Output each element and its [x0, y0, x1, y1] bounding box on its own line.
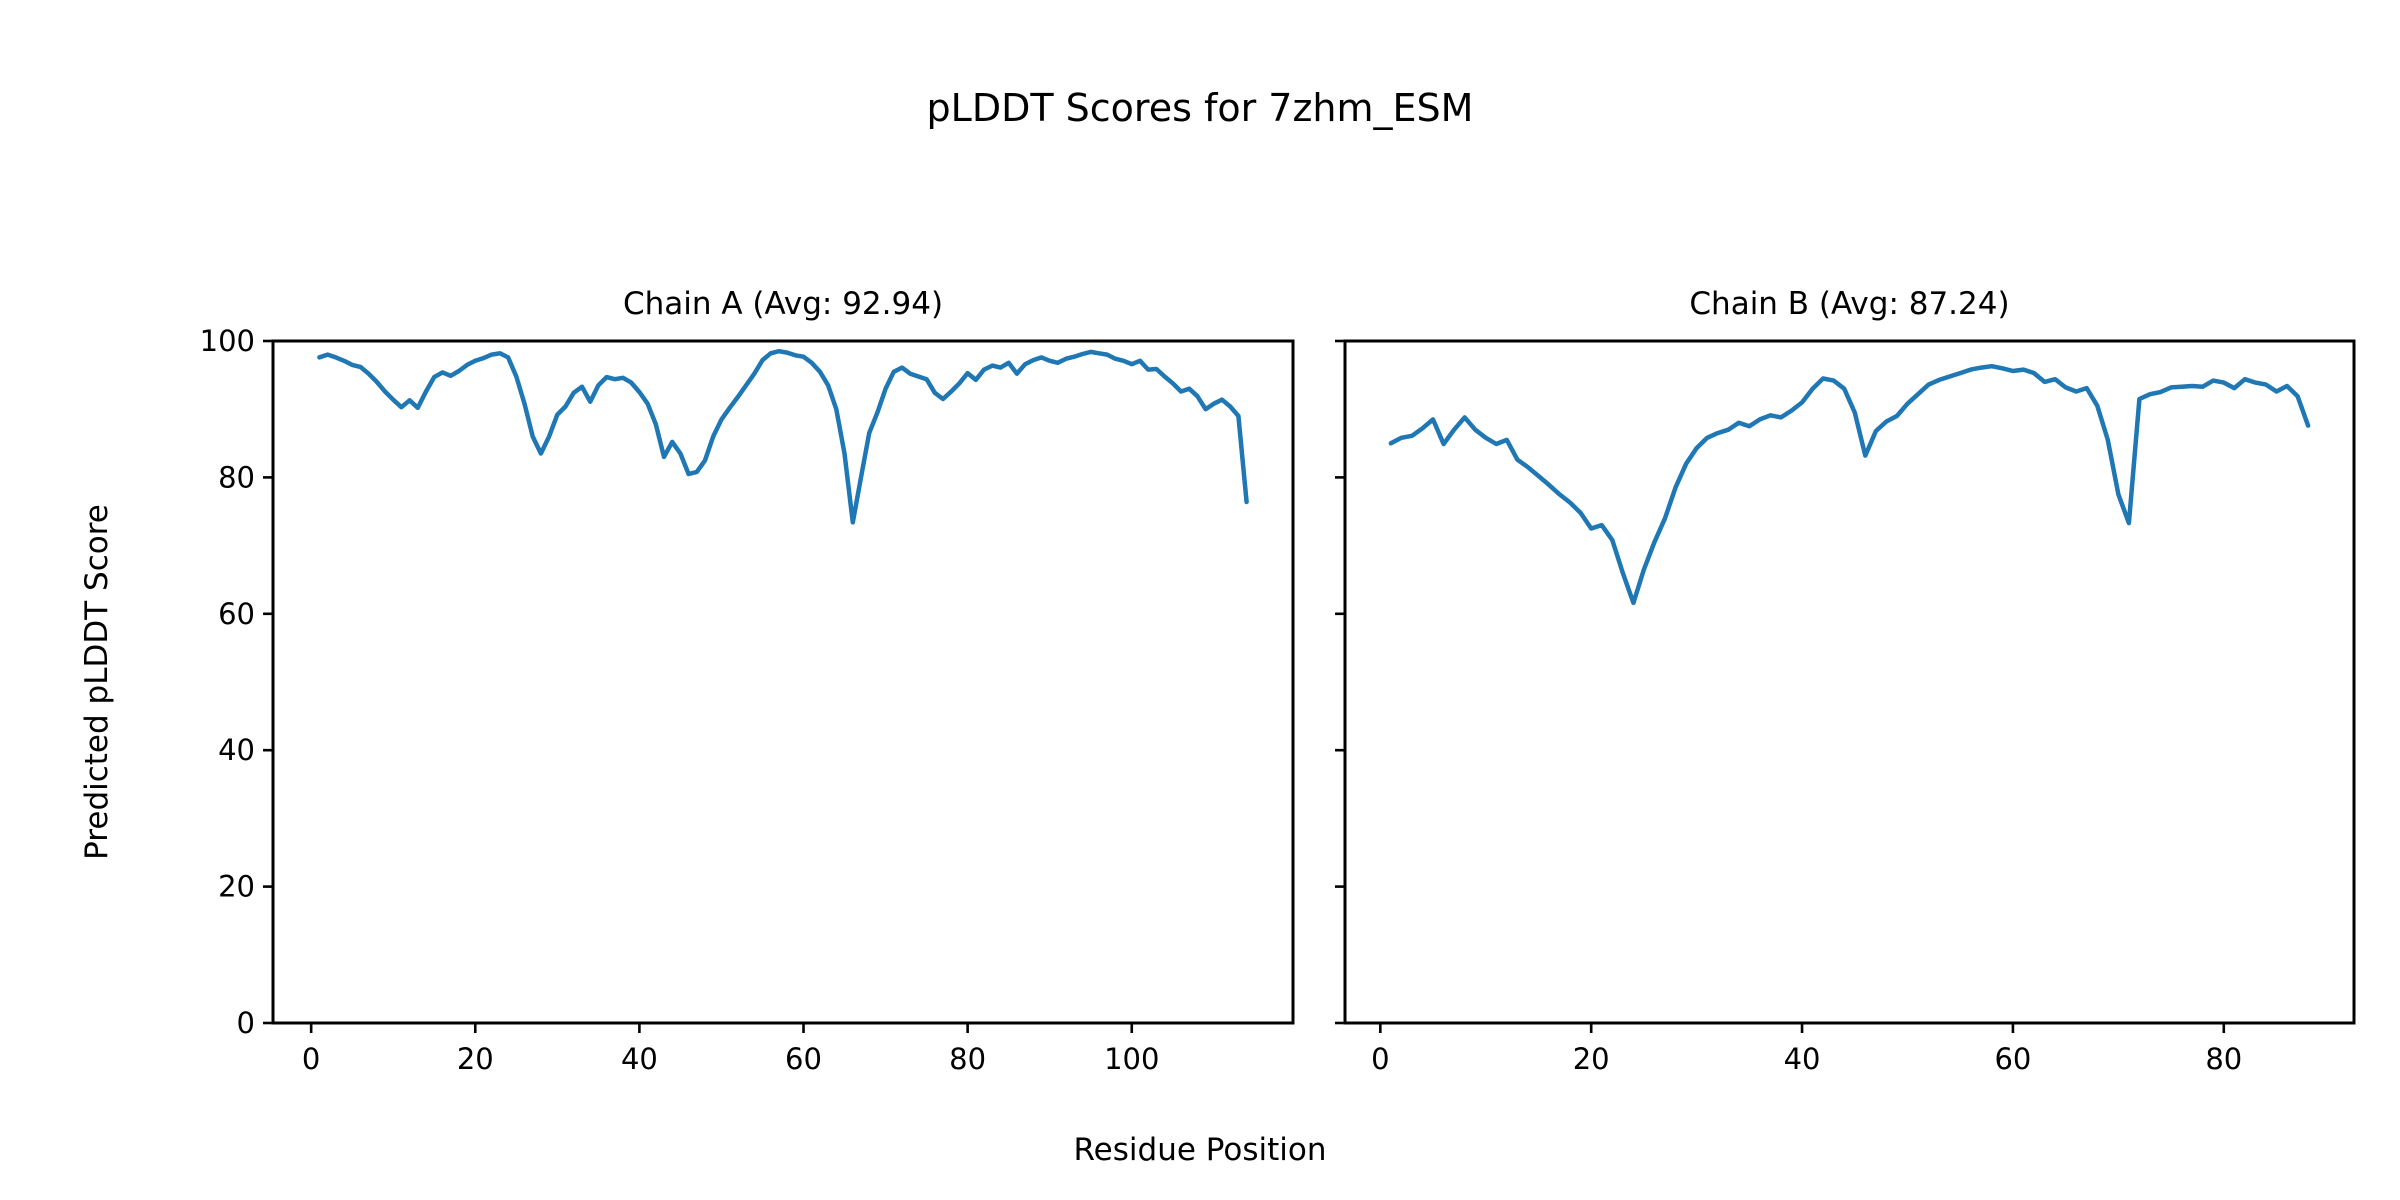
- chain-b-x-tick-label: 0: [1371, 1042, 1389, 1076]
- chain-a-axes-frame: [271, 339, 1295, 1025]
- chain-b-x-tick-label: 40: [1784, 1042, 1821, 1076]
- chain-a-y-tick-label: 80: [218, 460, 255, 494]
- chain-a-title: Chain A (Avg: 92.94): [622, 286, 944, 322]
- chain-a-plddt-line: [317, 348, 1249, 525]
- chain-a-y-tick-label: 0: [237, 1006, 255, 1040]
- chain-b-plddt-line: [1388, 363, 2311, 606]
- chain-a-y-tick-label: 100: [200, 324, 255, 358]
- chain-b-axes-frame: [1343, 339, 2356, 1025]
- chain-a-y-tick-label: 20: [218, 870, 255, 904]
- chain-a-x-tick-label: 60: [785, 1042, 822, 1076]
- chain-b-title: Chain B (Avg: 87.24): [1689, 286, 2010, 322]
- chain-a-x-tick-label: 40: [621, 1042, 658, 1076]
- chain-a-x-tick-label: 20: [457, 1042, 494, 1076]
- x-axis-label: Residue Position: [1073, 1132, 1327, 1168]
- chain-a-x-tick-label: 100: [1104, 1042, 1159, 1076]
- chain-a-y-tick-label: 60: [218, 597, 255, 631]
- chain-b-x-tick-label: 20: [1573, 1042, 1610, 1076]
- y-axis-label: Predicted pLDDT Score: [79, 504, 115, 860]
- figure-title: pLDDT Scores for 7zhm_ESM: [926, 86, 1474, 130]
- chain-b-x-tick-label: 60: [1994, 1042, 2031, 1076]
- chain-a-x-tick-label: 80: [949, 1042, 986, 1076]
- chain-a-y-tick-label: 40: [218, 733, 255, 767]
- chain-b-x-tick-label: 80: [2205, 1042, 2242, 1076]
- chain-a-x-tick-label: 0: [302, 1042, 320, 1076]
